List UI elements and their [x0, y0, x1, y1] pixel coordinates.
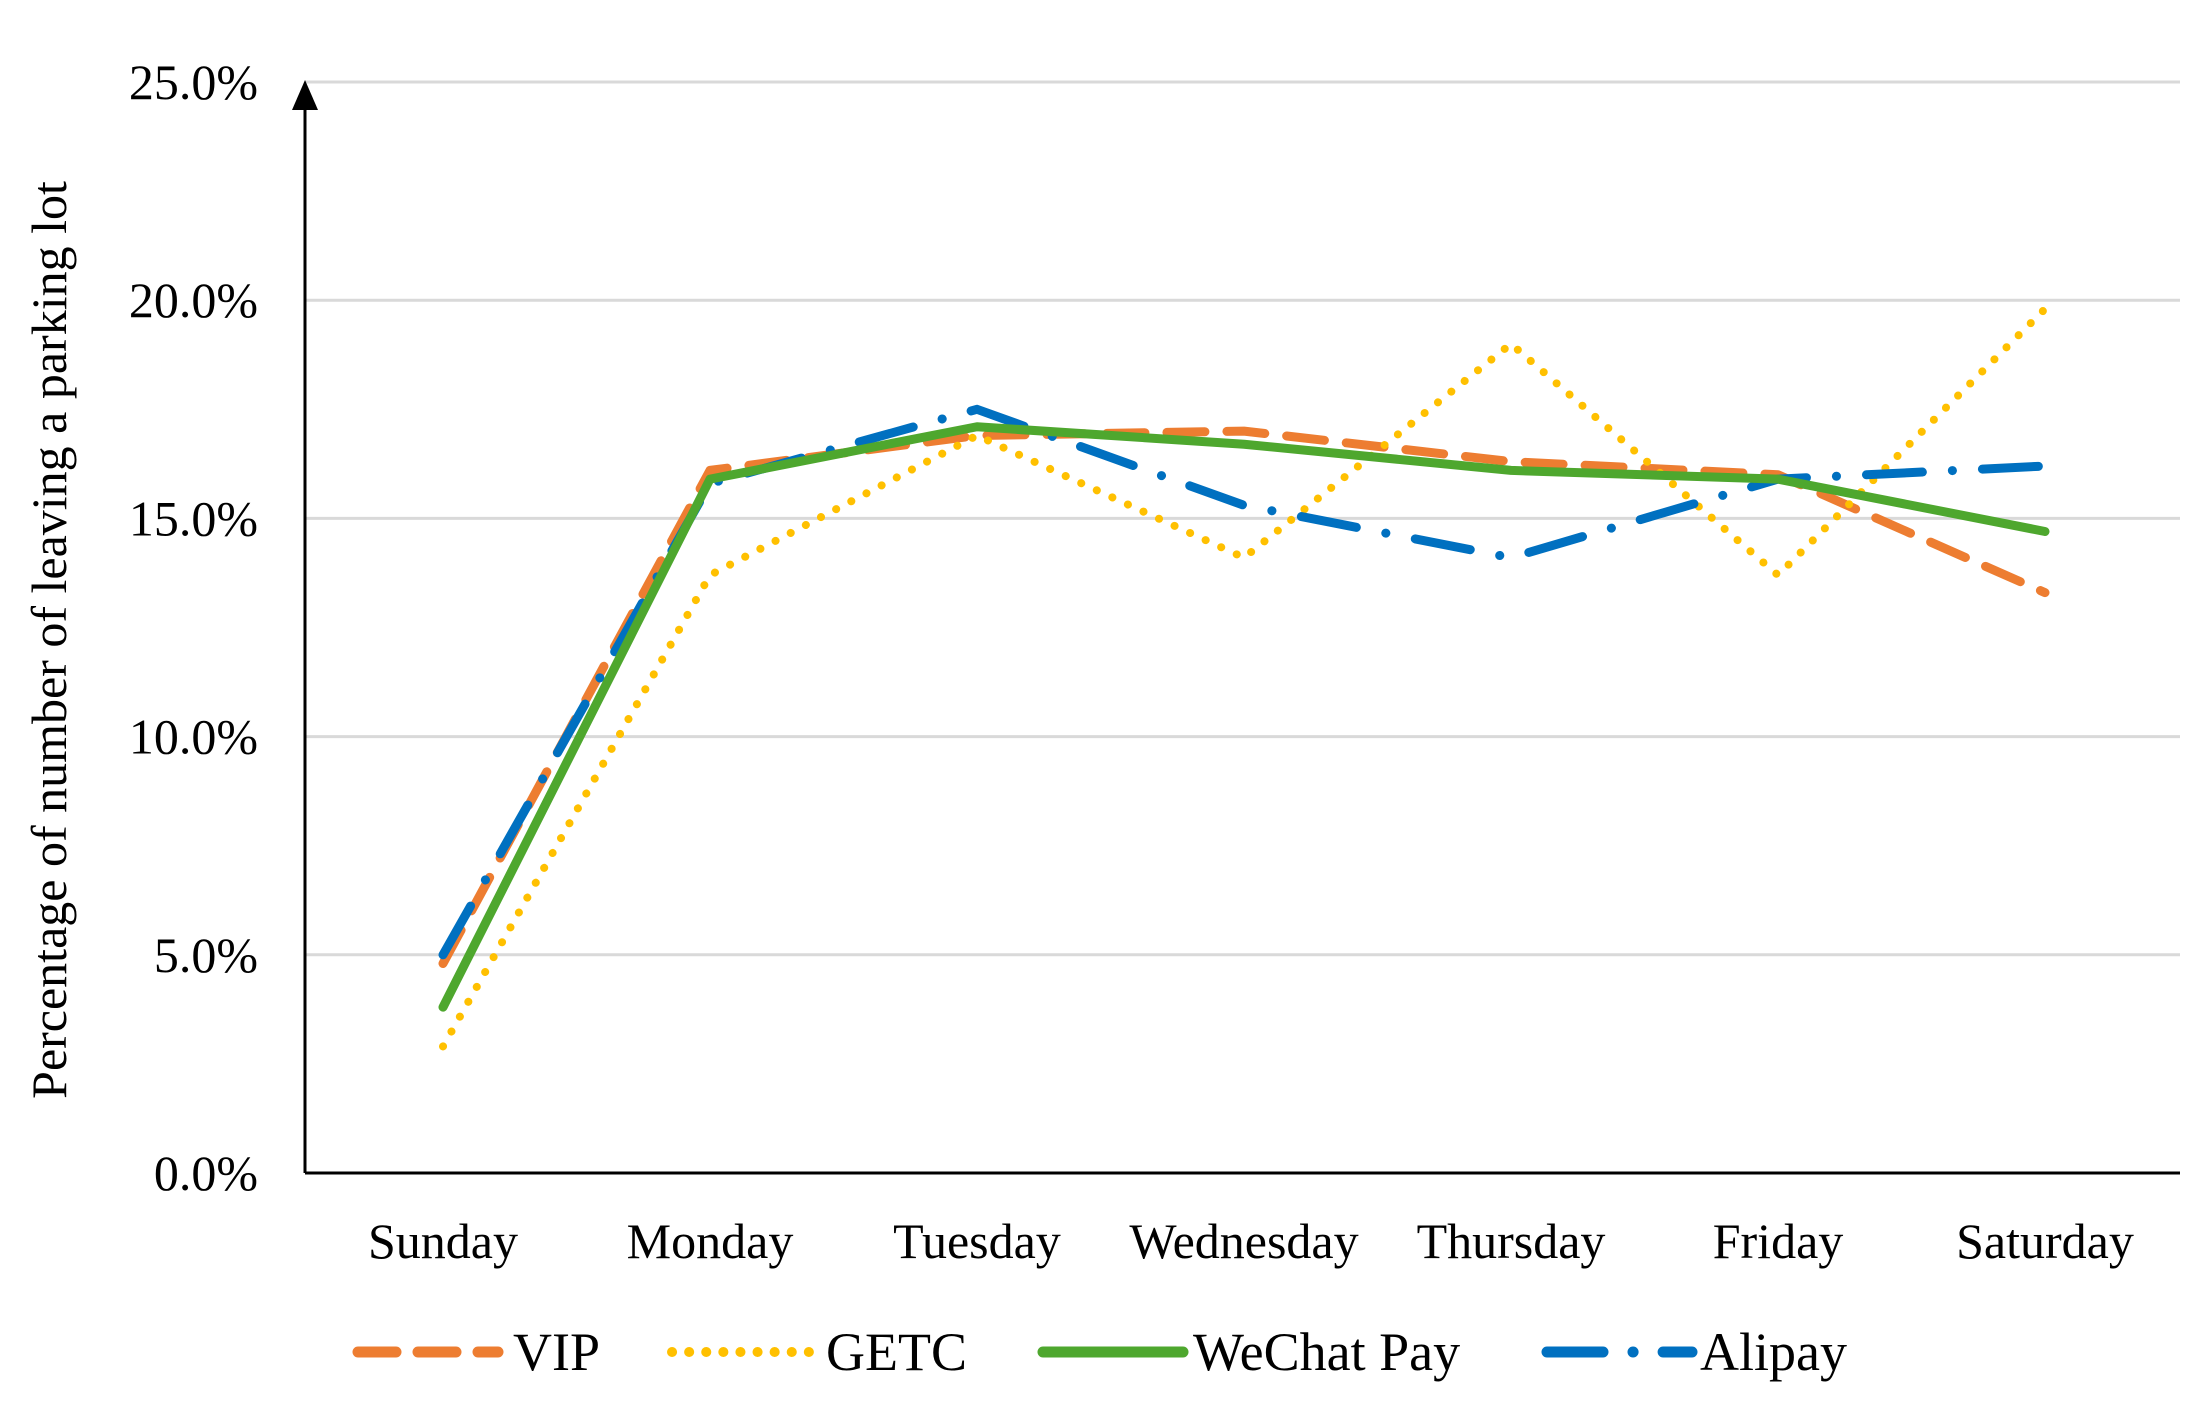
y-tick-label: 0.0% — [154, 1145, 258, 1201]
x-tick-label: Tuesday — [893, 1213, 1061, 1269]
y-tick-label: 15.0% — [129, 490, 258, 546]
legend-label-vip: VIP — [513, 1322, 600, 1382]
legend-label-wechat-pay: WeChat Pay — [1193, 1322, 1460, 1382]
y-tick-label: 5.0% — [154, 927, 258, 983]
y-tick-label: 10.0% — [129, 709, 258, 765]
x-tick-label: Monday — [627, 1213, 794, 1269]
series-line-alipay — [438, 404, 2050, 960]
x-tick-label: Sunday — [368, 1213, 518, 1269]
series-line-wechat-pay — [438, 422, 2050, 1012]
series-line-vip — [438, 426, 2050, 969]
x-tick-label: Friday — [1713, 1213, 1844, 1269]
tick-labels: 0.0% 5.0% 10.0% 15.0% 20.0% 25.0% Sunday Monday… — [129, 54, 2134, 1269]
series-lines — [438, 304, 2050, 1051]
axes — [292, 80, 2180, 1175]
legend-label-alipay: Alipay — [1700, 1322, 1847, 1382]
x-tick-label: Saturday — [1956, 1213, 2134, 1269]
y-tick-label: 20.0% — [129, 272, 258, 328]
y-axis-title: Percentage of number of leaving a parkin… — [21, 181, 77, 1099]
legend-label-getc: GETC — [826, 1322, 967, 1382]
x-tick-label: Wednesday — [1129, 1213, 1358, 1269]
legend: VIP GETC WeChat Pay Alipay — [352, 1322, 1847, 1382]
y-tick-label: 25.0% — [129, 54, 258, 110]
x-tick-label: Thursday — [1417, 1213, 1606, 1269]
y-axis-arrowhead — [292, 80, 318, 110]
gridlines — [305, 80, 2180, 957]
series-line-getc — [439, 304, 2049, 1051]
